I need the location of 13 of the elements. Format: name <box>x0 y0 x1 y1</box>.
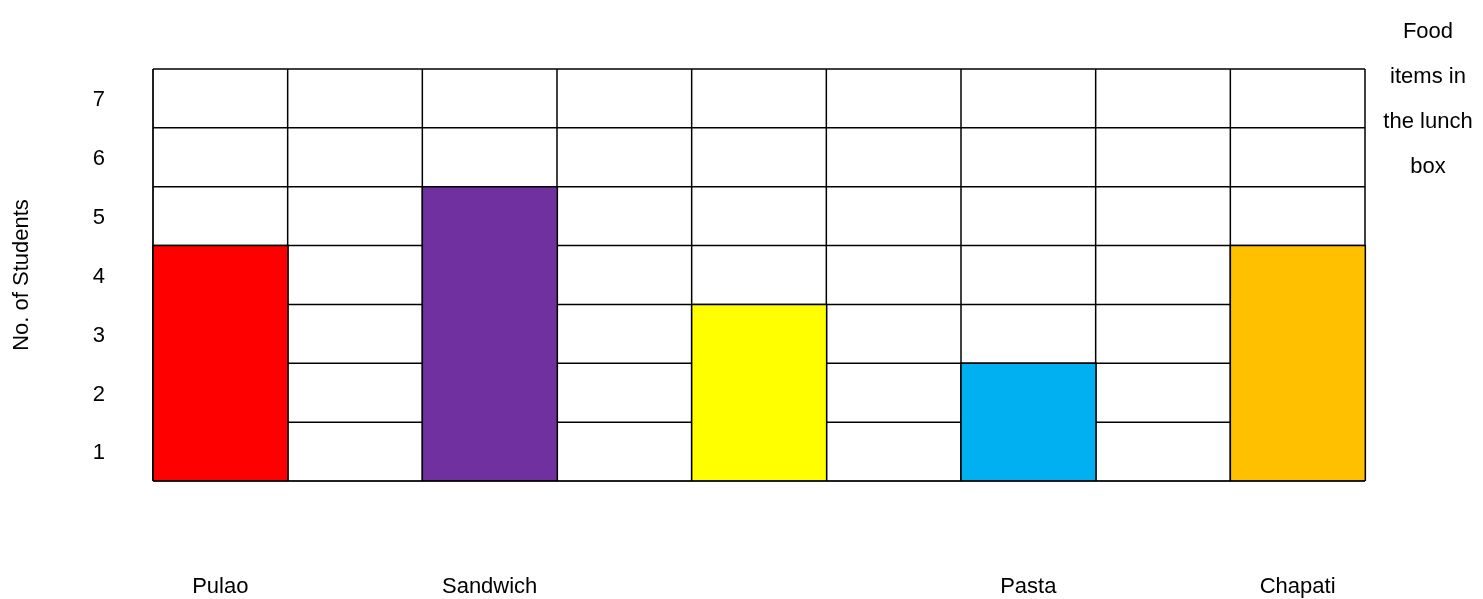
y-tick-label: 4 <box>92 262 105 288</box>
x-tick-label: Chapati <box>1259 572 1336 598</box>
x-tick-label: Pulao <box>192 572 249 598</box>
y-tick-label: 5 <box>92 203 105 229</box>
x-axis-title: Food items in the lunch box <box>1382 17 1474 180</box>
y-tick-label: 1 <box>92 439 105 465</box>
y-axis-title: No. of Students <box>7 199 33 351</box>
x-tick-label: Pasta <box>1000 572 1058 598</box>
y-tick-label: 3 <box>92 321 105 347</box>
y-tick-label: 7 <box>92 86 105 112</box>
x-tick-label: Sandwich <box>441 572 538 598</box>
y-tick-label: 2 <box>92 380 105 406</box>
y-tick-label: 6 <box>92 145 105 171</box>
